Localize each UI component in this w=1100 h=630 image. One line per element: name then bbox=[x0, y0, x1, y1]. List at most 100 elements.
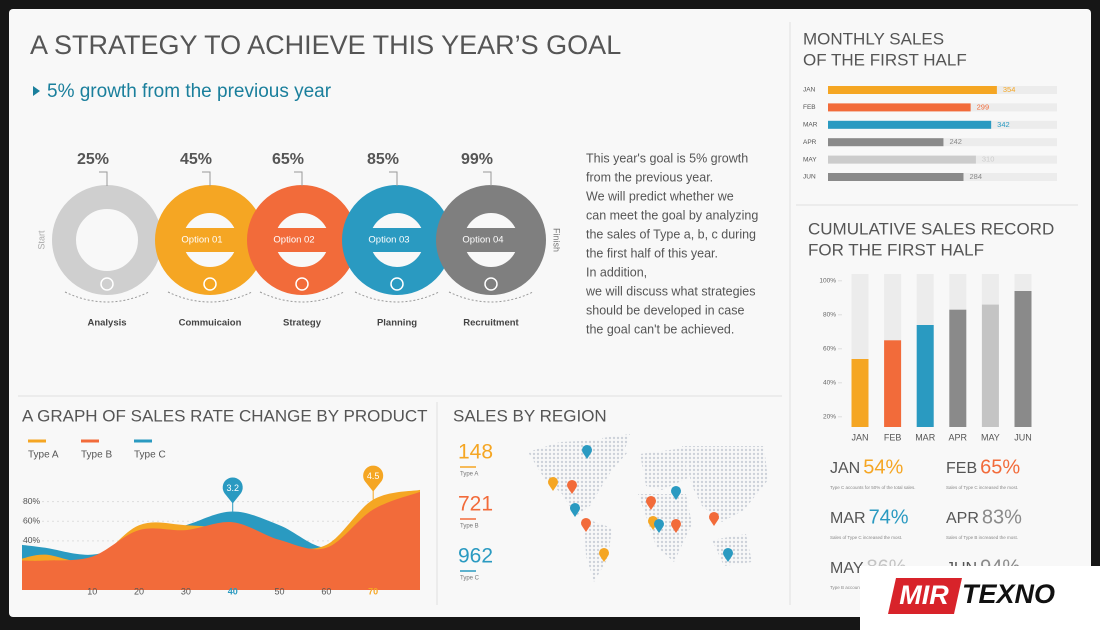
note-month: APR bbox=[946, 510, 979, 527]
region-value: 962 bbox=[458, 545, 493, 568]
screen bbox=[9, 9, 1091, 617]
dotted-arc bbox=[354, 291, 440, 303]
x-tick-label: 40 bbox=[228, 586, 238, 596]
bullet bbox=[33, 86, 40, 96]
value-label: 310 bbox=[982, 155, 995, 164]
leader-line bbox=[483, 171, 492, 186]
step-percent: 99% bbox=[461, 151, 493, 168]
x-tick-label: FEB bbox=[884, 432, 902, 442]
bar bbox=[828, 103, 971, 112]
page-title: A STRATEGY TO ACHIEVE THIS YEAR’S GOAL bbox=[30, 30, 621, 60]
y-tick-label: 40% bbox=[823, 380, 836, 387]
note-percent: 54% bbox=[863, 456, 903, 478]
continent bbox=[584, 518, 612, 582]
value-label: 284 bbox=[969, 172, 982, 181]
step-icon bbox=[203, 277, 217, 291]
region-value: 721 bbox=[458, 493, 493, 516]
finish-label: Finish bbox=[552, 228, 562, 252]
leader-line bbox=[99, 171, 108, 186]
area bbox=[22, 491, 420, 590]
pin bbox=[654, 519, 664, 533]
pin bbox=[671, 518, 682, 533]
dotted-arc bbox=[448, 291, 534, 303]
y-tick-label: 40% bbox=[23, 535, 40, 545]
note-text: Sales of Type B increased the most. bbox=[946, 535, 1018, 540]
leader-line bbox=[202, 171, 211, 186]
step-icon bbox=[100, 277, 114, 291]
step-percent: 65% bbox=[272, 151, 304, 168]
category-label: MAY bbox=[803, 156, 817, 163]
step-label: Commuicaion bbox=[179, 318, 242, 329]
y-tick-label: 20% bbox=[823, 414, 836, 421]
pin bbox=[709, 512, 719, 526]
x-tick-label: 50 bbox=[275, 586, 285, 596]
step-label: Planning bbox=[377, 318, 417, 329]
option-band bbox=[252, 228, 332, 252]
map-pins bbox=[548, 445, 734, 562]
region-type: Type B bbox=[460, 524, 479, 530]
step-label: Analysis bbox=[87, 318, 126, 329]
watermark-left: MIR bbox=[899, 580, 949, 610]
chart-title: A GRAPH OF SALES RATE CHANGE BY PRODUCT bbox=[22, 406, 428, 425]
annotation-label: 3.2 bbox=[226, 483, 239, 493]
x-tick-label: 30 bbox=[181, 586, 191, 596]
note-percent: 65% bbox=[980, 456, 1020, 478]
option-band bbox=[441, 228, 521, 252]
y-tick-label: 100% bbox=[819, 278, 836, 285]
region-value: 148 bbox=[458, 441, 493, 464]
continent bbox=[638, 494, 692, 562]
note-percent: 74% bbox=[869, 506, 909, 528]
continent bbox=[640, 448, 688, 490]
continent bbox=[602, 434, 630, 452]
subtitle: 5% growth from the previous year bbox=[47, 81, 332, 102]
description-line: We will predict whether we bbox=[586, 189, 734, 203]
description-line: the first half of this year. bbox=[586, 246, 718, 260]
dotted-arc bbox=[64, 291, 150, 303]
x-tick-label: JUN bbox=[1014, 432, 1032, 442]
note-month: MAY bbox=[830, 560, 864, 577]
description-line: This year's goal is 5% growth bbox=[586, 151, 748, 165]
bar bbox=[828, 138, 944, 147]
legend-label: Type B bbox=[81, 450, 112, 461]
pin bbox=[648, 516, 658, 530]
watermark-red bbox=[888, 578, 962, 614]
pin bbox=[581, 518, 591, 532]
description-line: the sales of Type a, b, c during bbox=[586, 227, 756, 241]
bar bbox=[851, 359, 869, 427]
world-map bbox=[528, 434, 768, 582]
pin bbox=[723, 548, 734, 562]
bar bbox=[828, 155, 976, 164]
value-label: 354 bbox=[1003, 85, 1016, 94]
note-percent: 83% bbox=[982, 506, 1022, 528]
option-band bbox=[347, 228, 427, 252]
step-icon bbox=[390, 277, 404, 291]
value-label: 299 bbox=[977, 102, 990, 111]
category-label: MAR bbox=[803, 122, 818, 129]
pin bbox=[570, 503, 580, 517]
step-percent: 45% bbox=[180, 151, 212, 168]
continent bbox=[682, 446, 768, 522]
note-month: JAN bbox=[830, 460, 860, 477]
bar bbox=[916, 325, 934, 427]
step-label: Strategy bbox=[283, 318, 322, 329]
step-percent: 25% bbox=[77, 151, 109, 168]
start-label: Start bbox=[36, 230, 46, 250]
option-label: Option 03 bbox=[368, 235, 409, 246]
chart-title: MONTHLY SALES bbox=[803, 29, 944, 48]
value-label: 342 bbox=[997, 120, 1010, 129]
option-label: Option 01 bbox=[181, 235, 222, 246]
pin bbox=[582, 445, 592, 459]
x-tick-label: MAY bbox=[981, 432, 1000, 442]
chart-title: FOR THE FIRST HALF bbox=[808, 240, 984, 259]
bar bbox=[1014, 291, 1032, 427]
bar bbox=[949, 309, 967, 427]
step-percent: 85% bbox=[367, 151, 399, 168]
description-line: can meet the goal by analyzing bbox=[586, 208, 758, 222]
annotation-pin bbox=[222, 477, 243, 504]
option-band bbox=[160, 228, 240, 252]
x-tick-label: 70 bbox=[368, 586, 378, 596]
dotted-arc bbox=[167, 291, 253, 303]
x-tick-label: 10 bbox=[87, 586, 97, 596]
description-line: the goal can't be achieved. bbox=[586, 322, 734, 336]
